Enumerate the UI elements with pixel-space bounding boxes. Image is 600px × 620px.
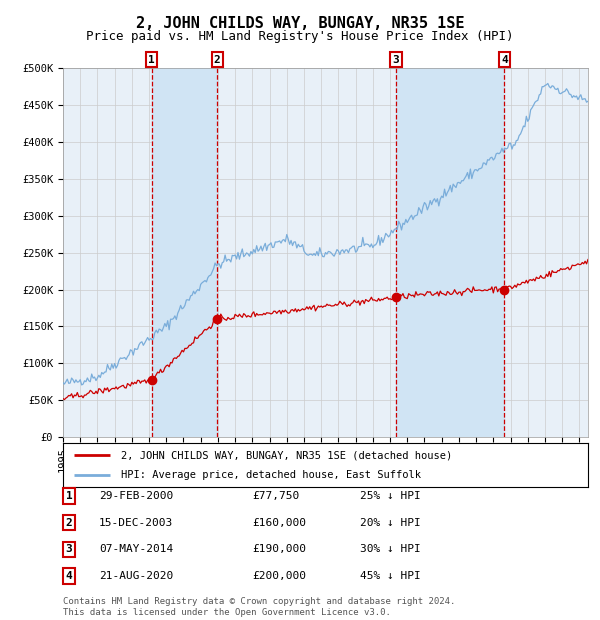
Text: £190,000: £190,000 <box>252 544 306 554</box>
Text: Price paid vs. HM Land Registry's House Price Index (HPI): Price paid vs. HM Land Registry's House … <box>86 30 514 43</box>
Text: 1: 1 <box>65 491 73 501</box>
Text: 15-DEC-2003: 15-DEC-2003 <box>99 518 173 528</box>
Bar <box>152 68 217 437</box>
Text: 3: 3 <box>65 544 73 554</box>
Text: 2, JOHN CHILDS WAY, BUNGAY, NR35 1SE: 2, JOHN CHILDS WAY, BUNGAY, NR35 1SE <box>136 16 464 30</box>
Text: 29-FEB-2000: 29-FEB-2000 <box>99 491 173 501</box>
Text: 30% ↓ HPI: 30% ↓ HPI <box>360 544 421 554</box>
Text: 20% ↓ HPI: 20% ↓ HPI <box>360 518 421 528</box>
Text: 45% ↓ HPI: 45% ↓ HPI <box>360 571 421 581</box>
Bar <box>396 68 505 437</box>
Text: 07-MAY-2014: 07-MAY-2014 <box>99 544 173 554</box>
Text: 2, JOHN CHILDS WAY, BUNGAY, NR35 1SE (detached house): 2, JOHN CHILDS WAY, BUNGAY, NR35 1SE (de… <box>121 450 452 460</box>
Text: 1: 1 <box>148 55 155 64</box>
Text: £160,000: £160,000 <box>252 518 306 528</box>
Text: 3: 3 <box>392 55 400 64</box>
Text: Contains HM Land Registry data © Crown copyright and database right 2024.
This d: Contains HM Land Registry data © Crown c… <box>63 598 455 617</box>
Text: HPI: Average price, detached house, East Suffolk: HPI: Average price, detached house, East… <box>121 470 421 480</box>
Text: 2: 2 <box>65 518 73 528</box>
Text: 2: 2 <box>214 55 221 64</box>
Text: £77,750: £77,750 <box>252 491 299 501</box>
Text: 4: 4 <box>65 571 73 581</box>
Text: 21-AUG-2020: 21-AUG-2020 <box>99 571 173 581</box>
Text: £200,000: £200,000 <box>252 571 306 581</box>
Text: 25% ↓ HPI: 25% ↓ HPI <box>360 491 421 501</box>
Text: 4: 4 <box>501 55 508 64</box>
